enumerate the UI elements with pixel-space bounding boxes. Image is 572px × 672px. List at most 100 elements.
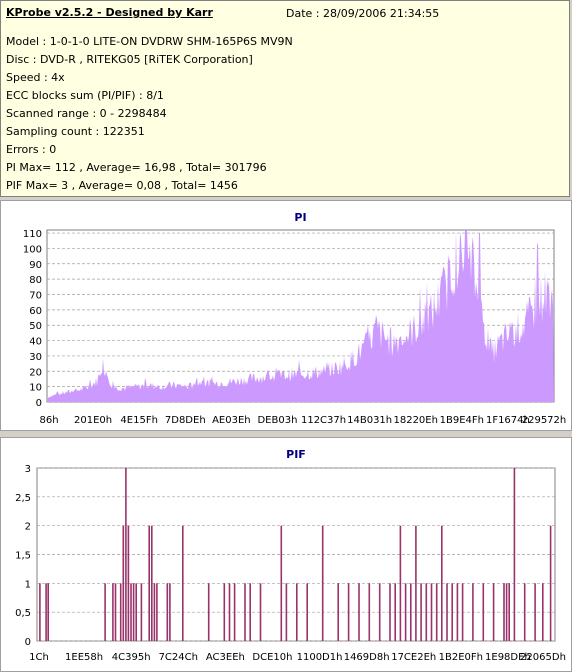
pi-y-tick-label-7: 70 [29, 291, 42, 302]
pif-bar-60 [523, 583, 526, 641]
pi-y-tick-label-0: 0 [36, 398, 42, 409]
pif-bar-46 [430, 583, 433, 641]
pif-bar-56 [503, 583, 505, 641]
pif-bar-25 [244, 583, 246, 641]
pif-bar-62 [542, 583, 544, 641]
pif-bar-54 [482, 583, 485, 641]
pif-bar-40 [399, 525, 402, 641]
pi-x-tick-label-9: 1B9E4Fh [440, 415, 484, 426]
info-model: Model : 1-0-1-0 LITE-ON DVDRW SHM-165P6S… [6, 35, 293, 48]
pif-x-tick-label-1: 1EE58h [65, 652, 103, 663]
pi-chart: PI 0 10 20 30 40 50 60 70 80 90 100 110 86h 201E0h 4E15… [23, 211, 567, 426]
pif-x-tick-label-3: 7C24Ch [159, 652, 198, 663]
pif-y-tick-label-0: 0 [25, 637, 31, 648]
pif-x-tick-label-7: 1469D8h [344, 652, 390, 663]
pif-x-tick-label-10: 1E98DEh [485, 652, 531, 663]
pif-bar-13 [148, 525, 150, 641]
pif-bar-14 [151, 525, 153, 641]
pif-bar-4 [112, 583, 114, 641]
pi-x-tick-label-4: AE03Eh [212, 415, 251, 426]
pif-bar-39 [394, 583, 396, 641]
pif-bar-63 [549, 525, 552, 641]
pi-chart-panel: PI 0 10 20 30 40 50 60 70 80 90 100 110 86h 201E0h 4E15… [0, 200, 572, 431]
pi-y-tick-label-5: 50 [29, 321, 42, 332]
pi-chart-title: PI [294, 211, 306, 224]
pi-x-tick-label-0: 86h [39, 415, 58, 426]
pif-bar-53 [472, 583, 474, 641]
pif-y-tick-label-5: 2,5 [15, 493, 31, 504]
pi-x-tick-label-8: 18220Eh [393, 415, 437, 426]
pif-bar-31 [306, 583, 308, 641]
info-pif-stats: PIF Max= 3 , Average= 0,08 , Total= 1456 [6, 179, 238, 192]
pif-bar-37 [378, 583, 381, 641]
pif-bar-7 [122, 525, 125, 641]
pif-bar-48 [441, 525, 443, 641]
pif-chart: PIF 0 0,5 1 1,5 2 2,5 3 1Ch 1EE58h 4C395h 7C24Ch AC3… [15, 448, 566, 663]
pif-x-tick-label-6: 1100D1h [297, 652, 343, 663]
info-errors: Errors : 0 [6, 143, 57, 156]
pi-x-tick-label-6: 112C37h [301, 415, 346, 426]
pif-x-tick-label-4: AC3EEh [206, 652, 245, 663]
pi-x-tick-label-11: 229572h [522, 415, 567, 426]
pi-series [47, 230, 554, 402]
pi-x-tick-label-1: 201E0h [74, 415, 112, 426]
pif-y-tick-label-3: 1,5 [15, 551, 31, 562]
pif-bar-38 [389, 583, 391, 641]
pi-x-tick-label-3: 7D8DEh [165, 415, 206, 426]
pi-x-tick-label-10: 1F1674h [486, 415, 530, 426]
pif-bar-3 [104, 583, 106, 641]
pif-bar-5 [114, 583, 117, 641]
pif-bar-16 [156, 583, 158, 641]
info-pi-stats: PI Max= 112 , Average= 16,98 , Total= 30… [6, 161, 267, 174]
info-panel: KProbe v2.5.2 - Designed by Karr Date : … [0, 0, 570, 197]
pif-bar-57 [505, 583, 508, 641]
pif-bar-44 [420, 583, 422, 641]
pi-y-tick-label-11: 110 [23, 229, 42, 240]
pif-bar-41 [404, 583, 407, 641]
pif-bar-10 [130, 583, 132, 641]
pif-bar-23 [228, 583, 231, 641]
pif-bar-17 [140, 583, 143, 641]
pif-bar-6 [119, 583, 122, 641]
pif-bar-49 [446, 583, 448, 641]
pif-x-tick-label-0: 1Ch [29, 652, 49, 663]
pif-bar-8 [125, 468, 127, 641]
pi-y-tick-label-10: 100 [23, 244, 42, 255]
pif-bar-11 [132, 583, 135, 641]
pif-bar-35 [358, 583, 360, 641]
pif-y-tick-label-6: 3 [25, 464, 31, 475]
scan-date: Date : 28/09/2006 21:34:55 [286, 7, 440, 20]
pi-area [47, 230, 554, 402]
pif-bar-27 [259, 583, 262, 641]
app-title: KProbe v2.5.2 - Designed by Karr [6, 6, 213, 19]
pi-y-tick-label-1: 10 [29, 383, 42, 394]
pif-y-tick-label-2: 1 [25, 579, 31, 590]
pif-bar-1 [45, 583, 47, 641]
pif-bar-43 [415, 525, 417, 641]
pif-bar-36 [368, 583, 371, 641]
pif-bar-61 [534, 583, 536, 641]
pif-bar-19 [169, 583, 171, 641]
info-scanned-range: Scanned range : 0 - 2298484 [6, 107, 167, 120]
pi-y-tick-label-6: 60 [29, 306, 42, 317]
pif-bar-12 [135, 583, 137, 641]
pif-bar-0 [39, 583, 41, 641]
info-sampling-count: Sampling count : 122351 [6, 125, 145, 138]
pif-y-tick-label-4: 2 [25, 522, 31, 533]
pif-bar-20 [182, 525, 184, 641]
pif-x-tick-label-2: 4C395h [112, 652, 151, 663]
info-ecc-blocks: ECC blocks sum (PI/PIF) : 8/1 [6, 89, 164, 102]
pif-bar-21 [207, 583, 210, 641]
pif-bar-58 [508, 583, 510, 641]
pif-bar-26 [249, 583, 251, 641]
pif-chart-panel: PIF 0 0,5 1 1,5 2 2,5 3 1Ch 1EE58h 4C395h 7C24Ch AC3… [0, 437, 572, 672]
pif-bar-45 [425, 583, 428, 641]
pif-series [39, 468, 552, 641]
pi-x-tick-label-7: 14B031h [347, 415, 392, 426]
pif-bar-42 [410, 583, 412, 641]
pif-bar-55 [492, 583, 495, 641]
pif-bar-18 [166, 583, 169, 641]
pif-bar-9 [127, 525, 130, 641]
pif-x-tick-label-5: DCE10h [252, 652, 292, 663]
pif-chart-title: PIF [286, 448, 306, 461]
